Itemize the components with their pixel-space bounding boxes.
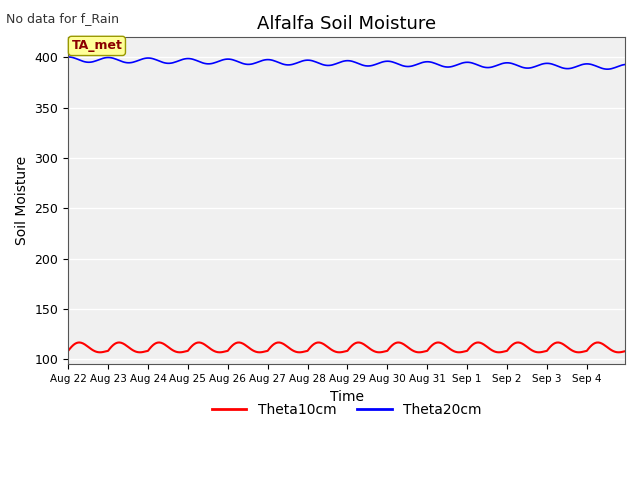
Theta10cm [255, 349, 263, 355]
Theta20cm [621, 61, 629, 67]
Theta20cm [188, 56, 195, 62]
Theta10cm [71, 341, 79, 347]
Theta10cm [64, 348, 72, 354]
Theta10cm [316, 340, 323, 346]
Theta10cm [230, 341, 238, 347]
Theta10cm [621, 348, 629, 354]
Theta20cm [520, 65, 527, 71]
Text: TA_met: TA_met [72, 39, 122, 52]
Legend: Theta10cm, Theta20cm: Theta10cm, Theta20cm [206, 398, 487, 423]
Theta10cm [523, 344, 531, 349]
Theta10cm [530, 348, 538, 354]
X-axis label: Time: Time [330, 390, 364, 404]
Title: Alfalfa Soil Moisture: Alfalfa Soil Moisture [257, 15, 436, 33]
Theta20cm [71, 55, 79, 61]
Theta20cm [64, 54, 72, 60]
Theta20cm [527, 65, 534, 71]
Line: Theta20cm: Theta20cm [68, 57, 625, 69]
Theta20cm [377, 60, 385, 65]
Y-axis label: Soil Moisture: Soil Moisture [15, 156, 29, 245]
Theta20cm [603, 66, 611, 72]
Line: Theta10cm: Theta10cm [68, 343, 625, 352]
Theta10cm [188, 344, 195, 350]
Text: No data for f_Rain: No data for f_Rain [6, 12, 120, 25]
Theta10cm [380, 349, 388, 355]
Theta20cm [230, 58, 238, 63]
